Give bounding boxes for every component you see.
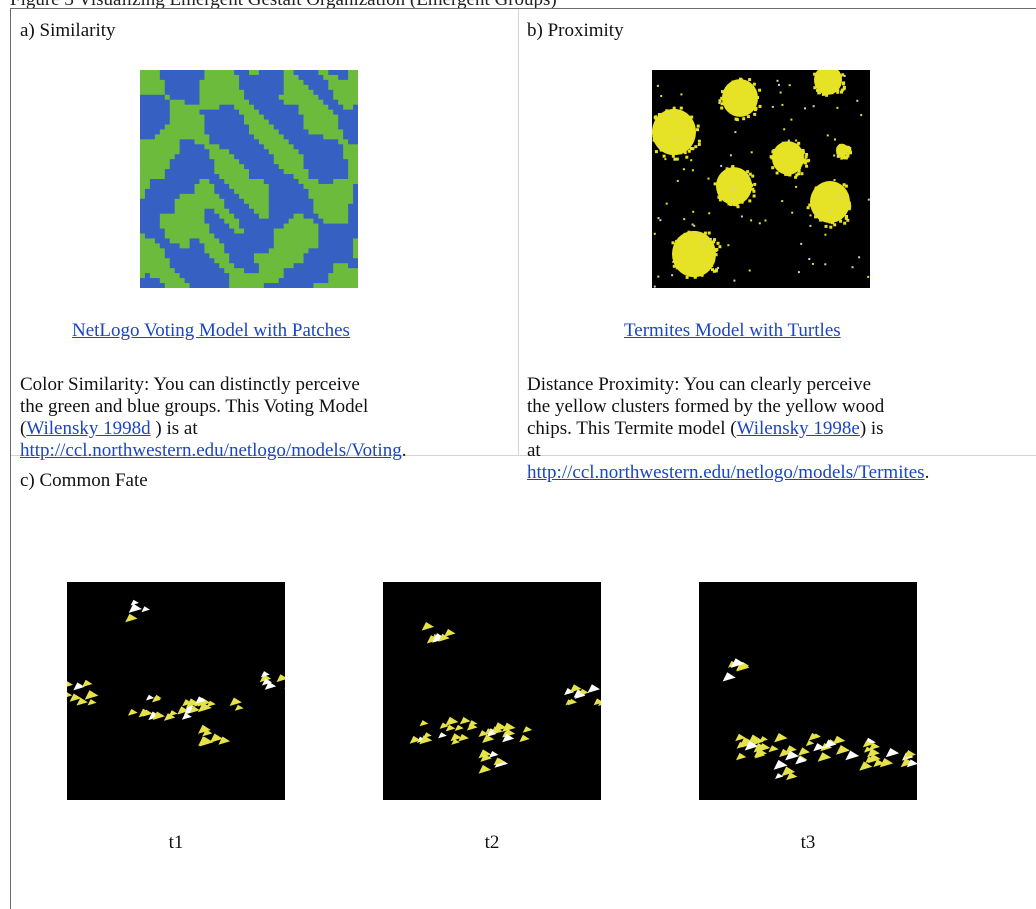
voting-url-link[interactable]: http://ccl.northwestern.edu/netlogo/mode… [20, 440, 402, 461]
voting-model-image [140, 70, 358, 288]
flocking-frame-t1-image [67, 582, 285, 800]
flock-background [67, 582, 285, 800]
similarity-desc-line: the green and blue groups. This Voting M… [20, 396, 406, 418]
time-label-t2: t2 [452, 832, 532, 854]
time-label-t3: t3 [768, 832, 848, 854]
proximity-desc-line: Distance Proximity: You can clearly perc… [527, 374, 929, 396]
similarity-desc-line: Color Similarity: You can distinctly per… [20, 374, 406, 396]
voting-model-link[interactable]: NetLogo Voting Model with Patches [72, 320, 350, 342]
period: . [402, 440, 407, 461]
wilensky-1998e-link[interactable]: Wilensky 1998e [737, 418, 860, 439]
flock-background [699, 582, 917, 800]
wilensky-1998d-link[interactable]: Wilensky 1998d [26, 418, 150, 439]
common-fate-title: c) Common Fate [20, 470, 148, 492]
similarity-description: Color Similarity: You can distinctly per… [20, 374, 406, 462]
proximity-desc-line: at [527, 440, 929, 462]
similarity-desc-text: ) is at [151, 418, 198, 439]
patch-grid [140, 70, 358, 288]
proximity-title: b) Proximity [527, 20, 624, 42]
proximity-desc-text: ) is [860, 418, 884, 439]
termites-url-link[interactable]: http://ccl.northwestern.edu/netlogo/mode… [527, 462, 925, 483]
termites-model-link[interactable]: Termites Model with Turtles [624, 320, 841, 342]
similarity-title: a) Similarity [20, 20, 116, 42]
flocking-frame-t2-image [383, 582, 601, 800]
proximity-desc-text: chips. This Termite model ( [527, 418, 737, 439]
flocking-frame-t3-image [699, 582, 917, 800]
period: . [925, 462, 930, 483]
column-divider [518, 9, 519, 455]
termites-model-image [652, 70, 870, 288]
proximity-desc-line: the yellow clusters formed by the yellow… [527, 396, 929, 418]
time-label-t1: t1 [136, 832, 216, 854]
proximity-description: Distance Proximity: You can clearly perc… [527, 374, 929, 484]
